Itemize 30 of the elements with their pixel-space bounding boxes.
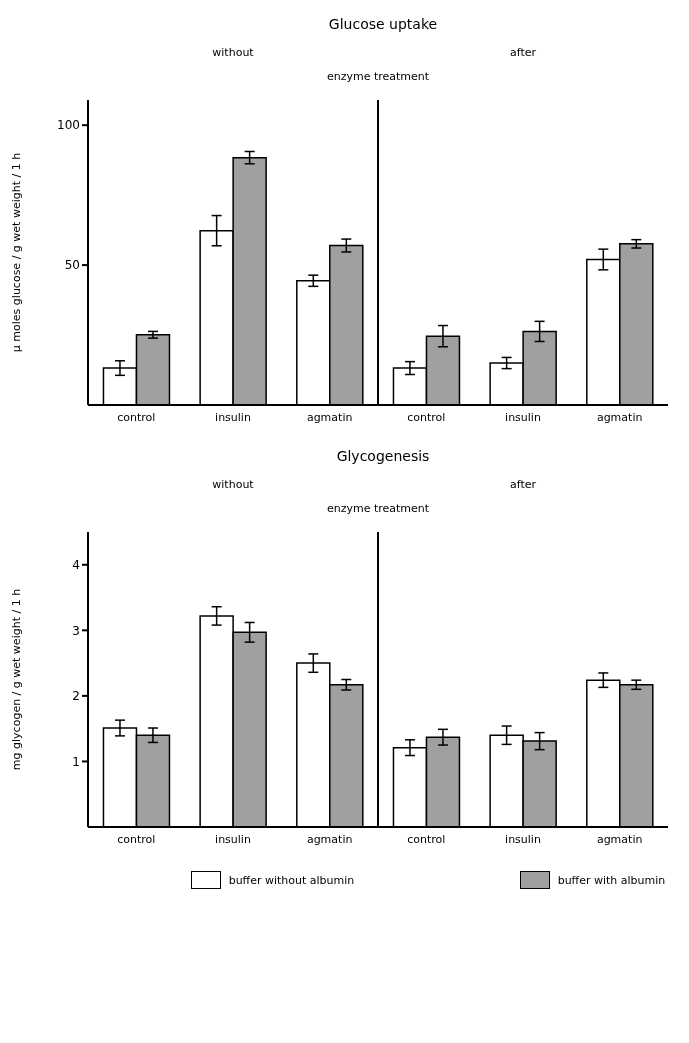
y-tick-label: 2 bbox=[72, 689, 80, 704]
x-tick-label: agmatin bbox=[306, 410, 353, 424]
chart-title: Glucose uptake bbox=[327, 15, 439, 32]
x-tick-label: insulin bbox=[505, 410, 541, 424]
x-tick-label: insulin bbox=[505, 832, 541, 846]
text: after bbox=[509, 478, 537, 491]
y-tick-label: 3 bbox=[72, 623, 80, 638]
text: enzyme treatment bbox=[325, 70, 431, 83]
text: after bbox=[509, 46, 537, 59]
x-tick-label: control bbox=[407, 832, 446, 846]
y-axis-title: mg glycogen / g wet weight / 1 h bbox=[9, 588, 23, 771]
y-tick-label: 4 bbox=[72, 558, 80, 573]
legend-label: buffer without albumin bbox=[228, 873, 355, 887]
x-tick-label: insulin bbox=[215, 410, 251, 424]
legend-label: buffer with albumin bbox=[557, 873, 666, 887]
x-tick-label: insulin bbox=[215, 832, 251, 846]
y-axis-title: µ moles glucose / g wet weight / 1 h bbox=[9, 152, 23, 353]
y-tick-label: 50 bbox=[64, 258, 80, 273]
text: without bbox=[211, 478, 255, 491]
x-tick-label: control bbox=[407, 410, 446, 424]
y-tick-label: 100 bbox=[57, 118, 80, 133]
x-tick-label: agmatin bbox=[306, 832, 353, 846]
x-tick-label: control bbox=[117, 832, 156, 846]
text: enzyme treatment bbox=[325, 502, 431, 515]
y-tick-label: 1 bbox=[72, 754, 80, 769]
x-tick-label: agmatin bbox=[596, 832, 643, 846]
chart-title: Glycogenesis bbox=[335, 447, 431, 464]
text: without bbox=[211, 46, 255, 59]
x-tick-label: control bbox=[117, 410, 156, 424]
x-tick-label: agmatin bbox=[596, 410, 643, 424]
